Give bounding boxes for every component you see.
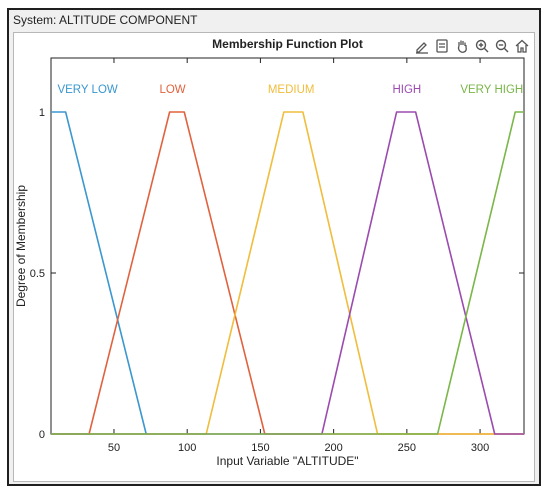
x-axis-label: Input Variable "ALTITUDE" xyxy=(216,454,358,468)
series-label: HIGH xyxy=(392,84,421,96)
zoom-out-icon[interactable] xyxy=(493,37,511,55)
x-tick-label: 200 xyxy=(324,442,342,454)
series-label: MEDIUM xyxy=(268,84,315,96)
series-line-4 xyxy=(51,111,524,435)
y-axis-label: Degree of Membership xyxy=(14,185,28,307)
axes-toolbar xyxy=(413,37,531,55)
x-tick-label: 100 xyxy=(178,442,196,454)
edit-pen-icon[interactable] xyxy=(413,37,431,55)
x-tick-label: 300 xyxy=(471,442,489,454)
zoom-in-icon[interactable] xyxy=(473,37,491,55)
pan-hand-icon[interactable] xyxy=(453,37,471,55)
figure-window: System: ALTITUDE COMPONENT xyxy=(7,8,541,486)
y-tick-label: 0.5 xyxy=(30,268,45,280)
data-tips-icon[interactable] xyxy=(433,37,451,55)
window-title: System: ALTITUDE COMPONENT xyxy=(13,13,198,27)
x-tick-label: 50 xyxy=(108,442,120,454)
chart-title: Membership Function Plot xyxy=(212,37,363,51)
y-tick-label: 1 xyxy=(39,107,45,119)
series-label: VERY HIGH xyxy=(460,84,523,96)
x-tick-label: 250 xyxy=(398,442,416,454)
home-icon[interactable] xyxy=(513,37,531,55)
plot-panel: Membership Function Plot 0 0.5 1 50 100 150 200… xyxy=(13,32,535,482)
series-label: VERY LOW xyxy=(57,84,117,96)
x-tick-label: 150 xyxy=(251,442,269,454)
series-label: LOW xyxy=(159,84,185,96)
series-line-0 xyxy=(51,111,147,435)
plot-area xyxy=(50,57,525,435)
y-tick-label: 0 xyxy=(39,429,45,441)
